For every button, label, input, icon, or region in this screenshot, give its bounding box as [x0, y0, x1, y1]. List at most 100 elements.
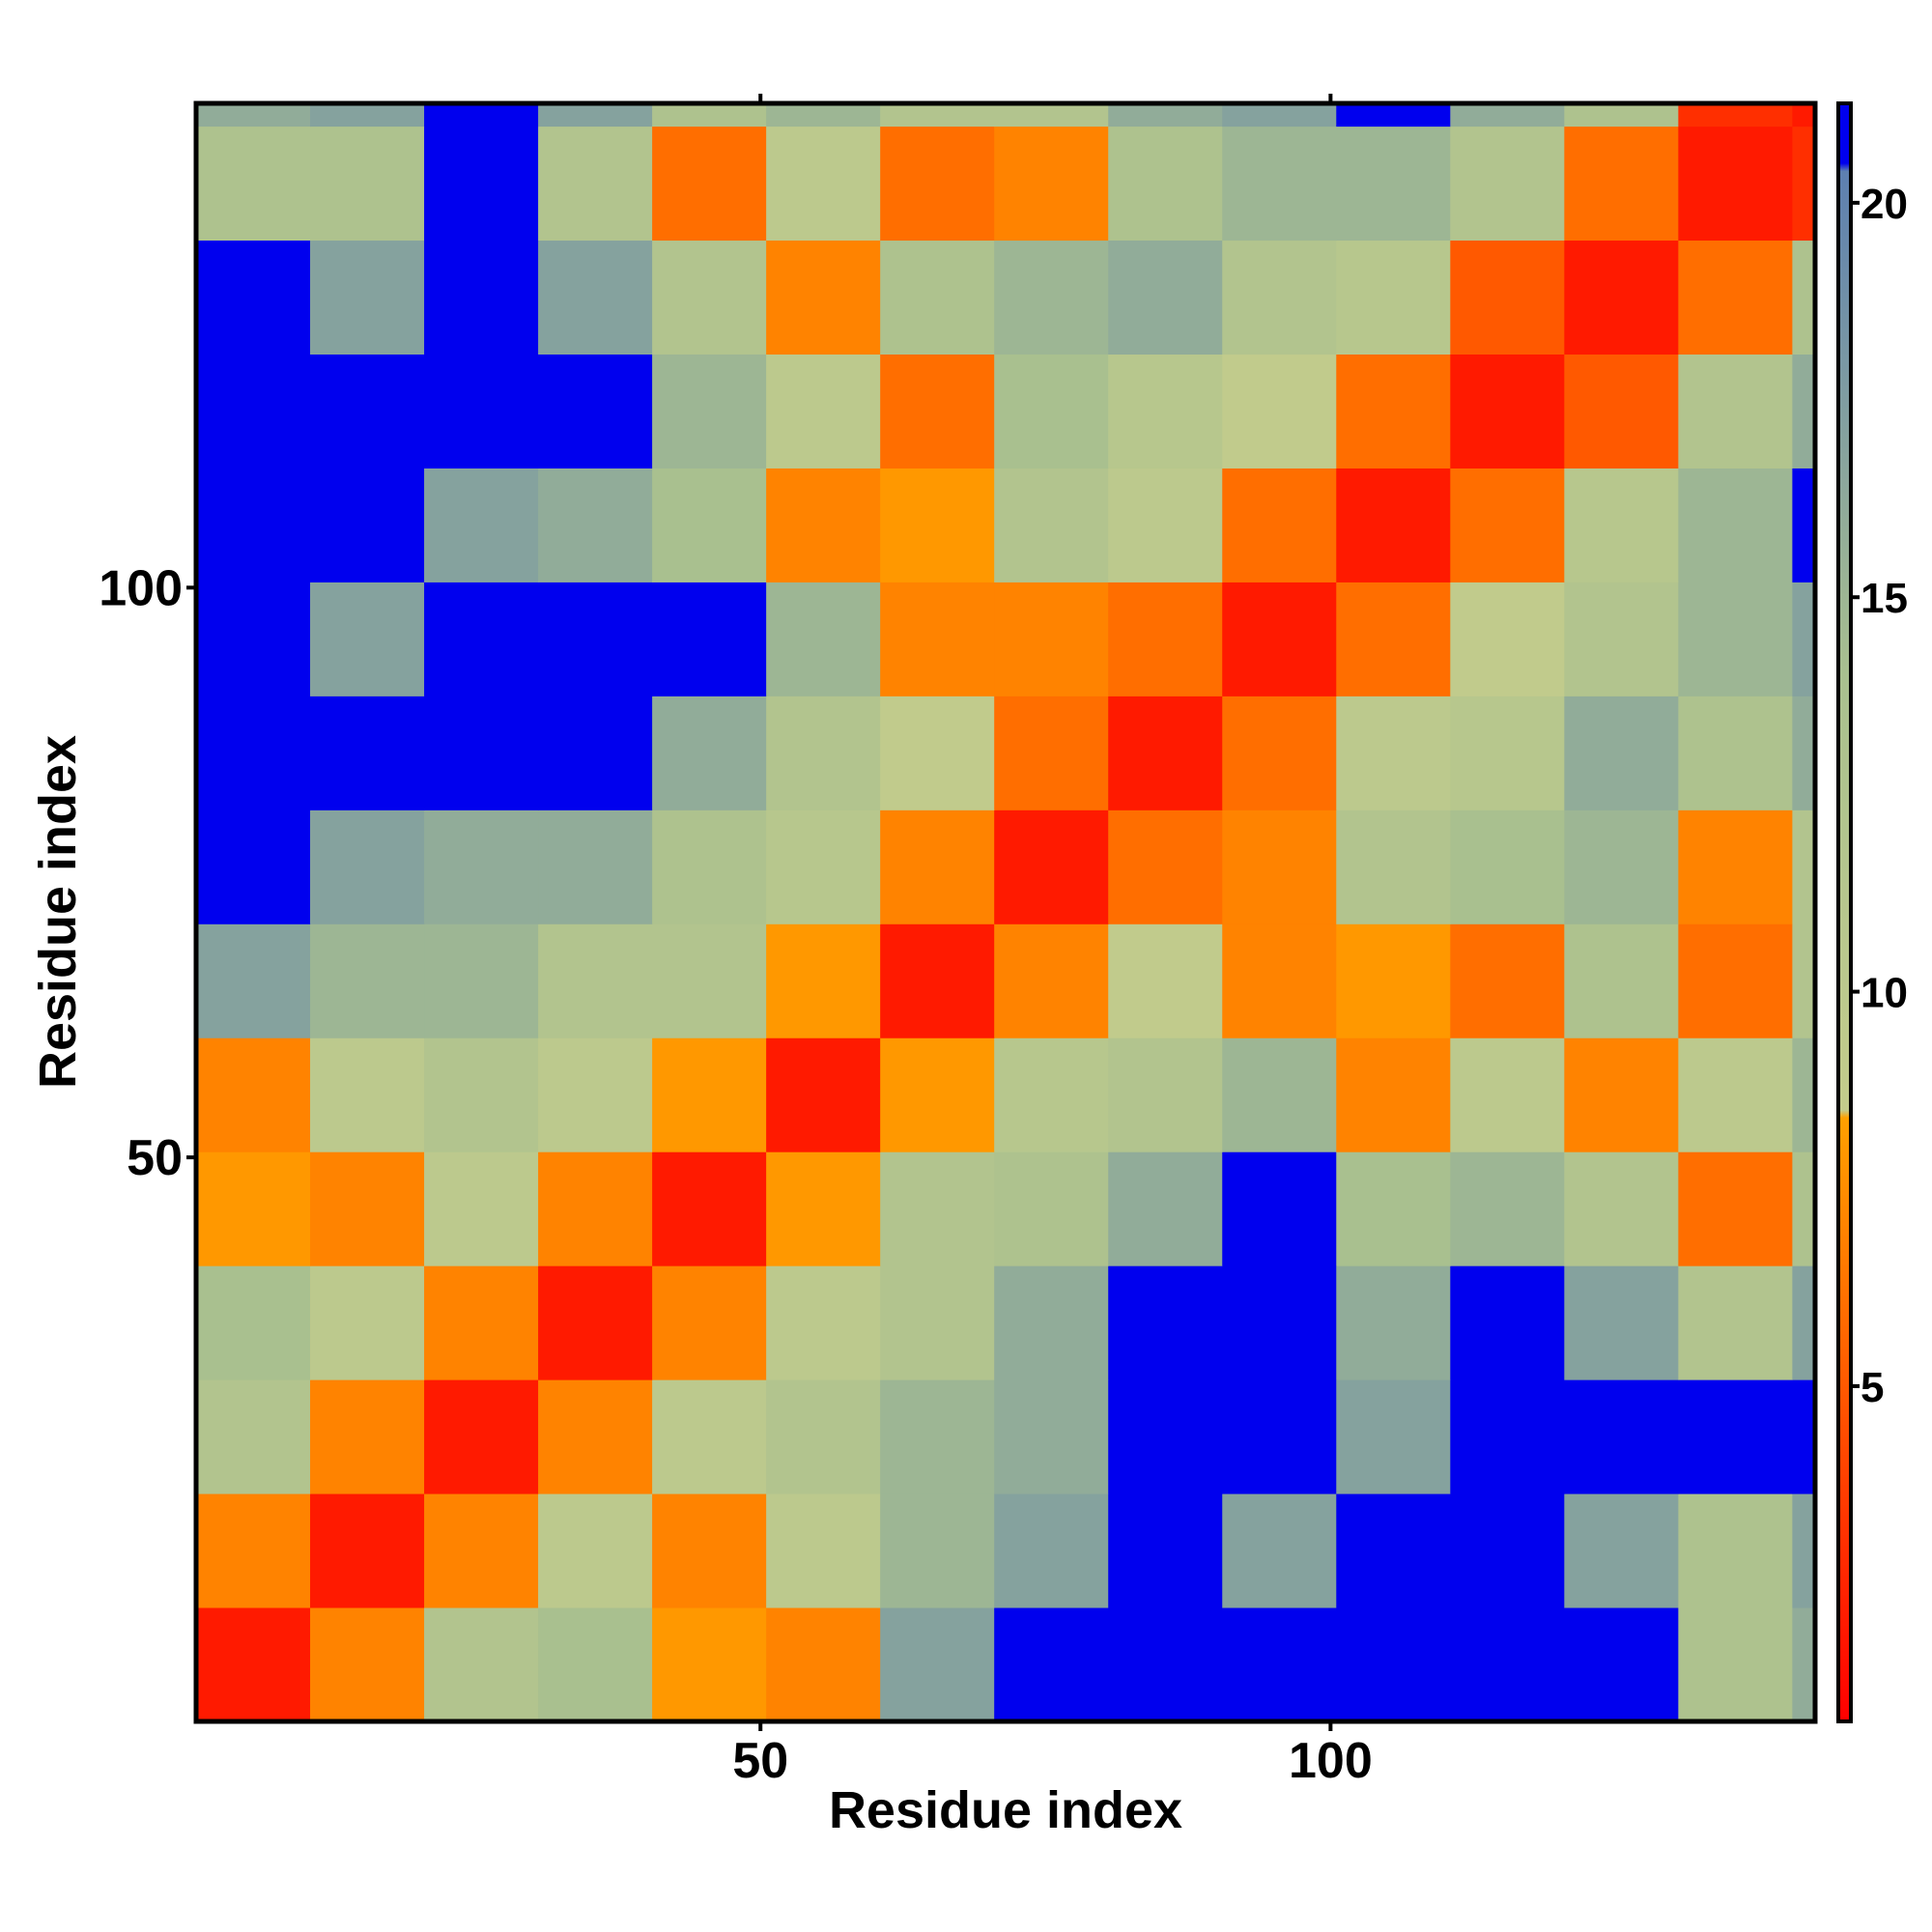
heatmap-cell [994, 1607, 1109, 1722]
heatmap-cell [766, 1607, 881, 1722]
heatmap-cell [1564, 126, 1679, 242]
heatmap-cell [652, 1607, 767, 1722]
heatmap-cell [994, 923, 1109, 1038]
heatmap-cell [994, 1151, 1109, 1266]
heatmap-cell [1792, 1265, 1816, 1380]
heatmap-cells [196, 103, 1816, 1722]
heatmap-cell [196, 810, 311, 924]
heatmap-cell [424, 103, 539, 128]
heatmap-cell [1336, 1379, 1451, 1494]
heatmap-cell [538, 1607, 653, 1722]
heatmap-cell [652, 240, 767, 355]
heatmap-cell [1222, 126, 1337, 242]
heatmap-cell [538, 103, 653, 128]
heatmap-cell [196, 354, 311, 469]
heatmap-cell [1336, 354, 1451, 469]
heatmap-cell [652, 103, 767, 128]
heatmap-cell [538, 354, 653, 469]
heatmap-cell [196, 468, 311, 582]
heatmap-cell [310, 1151, 425, 1266]
heatmap-cell [1108, 1493, 1223, 1608]
heatmap-cell [1336, 240, 1451, 355]
heatmap-cell [1450, 1379, 1565, 1494]
heatmap-cell [310, 1265, 425, 1380]
heatmap-cell [1564, 923, 1679, 1038]
heatmap-cell [1222, 1265, 1337, 1380]
heatmap-cell [1450, 696, 1565, 810]
heatmap-cell [538, 1379, 653, 1494]
heatmap-cell [652, 696, 767, 810]
heatmap-cell [196, 1151, 311, 1266]
heatmap-cell [1222, 696, 1337, 810]
heatmap-cell [766, 126, 881, 242]
heatmap-cell [1108, 582, 1223, 696]
heatmap-cell [310, 240, 425, 355]
heatmap-cell [1108, 923, 1223, 1038]
heatmap-cell [1222, 1379, 1337, 1494]
heatmap-cell [1792, 126, 1816, 242]
heatmap-cell [1792, 1379, 1816, 1494]
heatmap-cell [196, 240, 311, 355]
x-axis-title: Residue index [829, 1781, 1182, 1839]
heatmap-cell [1792, 1151, 1816, 1266]
heatmap-cell [310, 354, 425, 469]
heatmap-cell [310, 1037, 425, 1152]
heatmap-cell [538, 468, 653, 582]
heatmap-cell [538, 923, 653, 1038]
heatmap-cell [652, 126, 767, 242]
heatmap-cell [424, 126, 539, 242]
heatmap-cell [424, 240, 539, 355]
heatmap-cell [1678, 1607, 1793, 1722]
heatmap-cell [880, 126, 995, 242]
heatmap-cell [1564, 810, 1679, 924]
heatmap-cell [652, 582, 767, 696]
heatmap-cell [880, 696, 995, 810]
heatmap-cell [880, 1151, 995, 1266]
heatmap-cell [1450, 354, 1565, 469]
heatmap-cell [196, 1493, 311, 1608]
heatmap-cell [1222, 240, 1337, 355]
heatmap-cell [1792, 103, 1816, 128]
heatmap-cell [1564, 1379, 1679, 1494]
heatmap-cell [538, 582, 653, 696]
heatmap-cell [766, 1379, 881, 1494]
heatmap-cell [1222, 1151, 1337, 1266]
heatmap-cell [1564, 582, 1679, 696]
heatmap-cell [994, 126, 1109, 242]
heatmap-cell [196, 1037, 311, 1152]
heatmap-cell [1450, 1265, 1565, 1380]
heatmap-cell [766, 1265, 881, 1380]
heatmap-cell [880, 1379, 995, 1494]
heatmap-cell [766, 103, 881, 128]
heatmap-cell [766, 582, 881, 696]
heatmap-cell [1792, 1493, 1816, 1608]
y-tick-label: 100 [99, 560, 183, 616]
heatmap-cell [1450, 240, 1565, 355]
heatmap-cell [1792, 468, 1816, 582]
heatmap-cell [1336, 1265, 1451, 1380]
heatmap-cell [766, 1493, 881, 1608]
heatmap-cell [994, 1493, 1109, 1608]
heatmap-cell [766, 468, 881, 582]
heatmap-cell [1792, 696, 1816, 810]
heatmap-cell [1678, 468, 1793, 582]
heatmap-cell [1564, 1265, 1679, 1380]
heatmap-cell [196, 923, 311, 1038]
heatmap-cell [880, 1265, 995, 1380]
heatmap-cell [310, 810, 425, 924]
heatmap-cell [652, 468, 767, 582]
heatmap-cell [1108, 103, 1223, 128]
heatmap-cell [880, 354, 995, 469]
heatmap-cell [1678, 1493, 1793, 1608]
heatmap-cell [424, 696, 539, 810]
heatmap-cell [652, 810, 767, 924]
heatmap-cell [310, 582, 425, 696]
heatmap-cell [310, 103, 425, 128]
heatmap-cell [1336, 696, 1451, 810]
heatmap-cell [1564, 354, 1679, 469]
colorbar-tick-label: 10 [1861, 970, 1908, 1017]
heatmap-cell [1564, 103, 1679, 128]
heatmap-cell [1678, 240, 1793, 355]
heatmap-cell [1336, 1493, 1451, 1608]
heatmap-cell [880, 582, 995, 696]
